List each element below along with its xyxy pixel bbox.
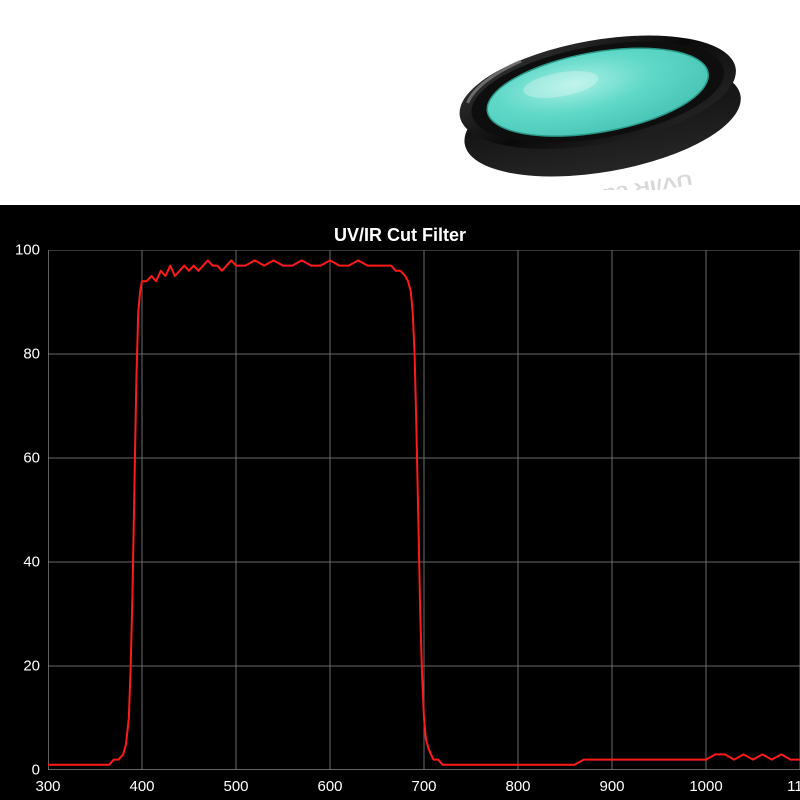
curve-svg: [48, 250, 800, 770]
x-axis-labels: 30040050060070080090010001100: [48, 772, 800, 800]
filter-product-image: UV/IR cut SVBONY: [440, 20, 760, 190]
x-tick-label: 400: [129, 778, 154, 795]
x-tick-label: 900: [599, 778, 624, 795]
x-tick-label: 600: [317, 778, 342, 795]
x-tick-label: 700: [411, 778, 436, 795]
y-tick-label: 100: [15, 242, 40, 259]
plot-area: [48, 250, 800, 770]
x-tick-label: 1000: [689, 778, 722, 795]
x-tick-label: 800: [505, 778, 530, 795]
x-tick-label: 300: [35, 778, 60, 795]
y-tick-label: 40: [23, 554, 40, 571]
y-axis-labels: 0 20 40 60 80 100: [0, 245, 48, 785]
x-tick-label: 500: [223, 778, 248, 795]
y-tick-label: 60: [23, 450, 40, 467]
y-tick-label: 0: [32, 762, 40, 779]
product-image-area: UV/IR cut SVBONY: [0, 0, 800, 205]
x-tick-label: 1100: [787, 778, 800, 795]
transmission-chart: UV/IR Cut Filter 0 20 40 60 80 100 300 400 500 6…: [0, 205, 800, 800]
chart-title: UV/IR Cut Filter: [334, 225, 466, 246]
y-tick-label: 80: [23, 346, 40, 363]
y-tick-label: 20: [23, 658, 40, 675]
